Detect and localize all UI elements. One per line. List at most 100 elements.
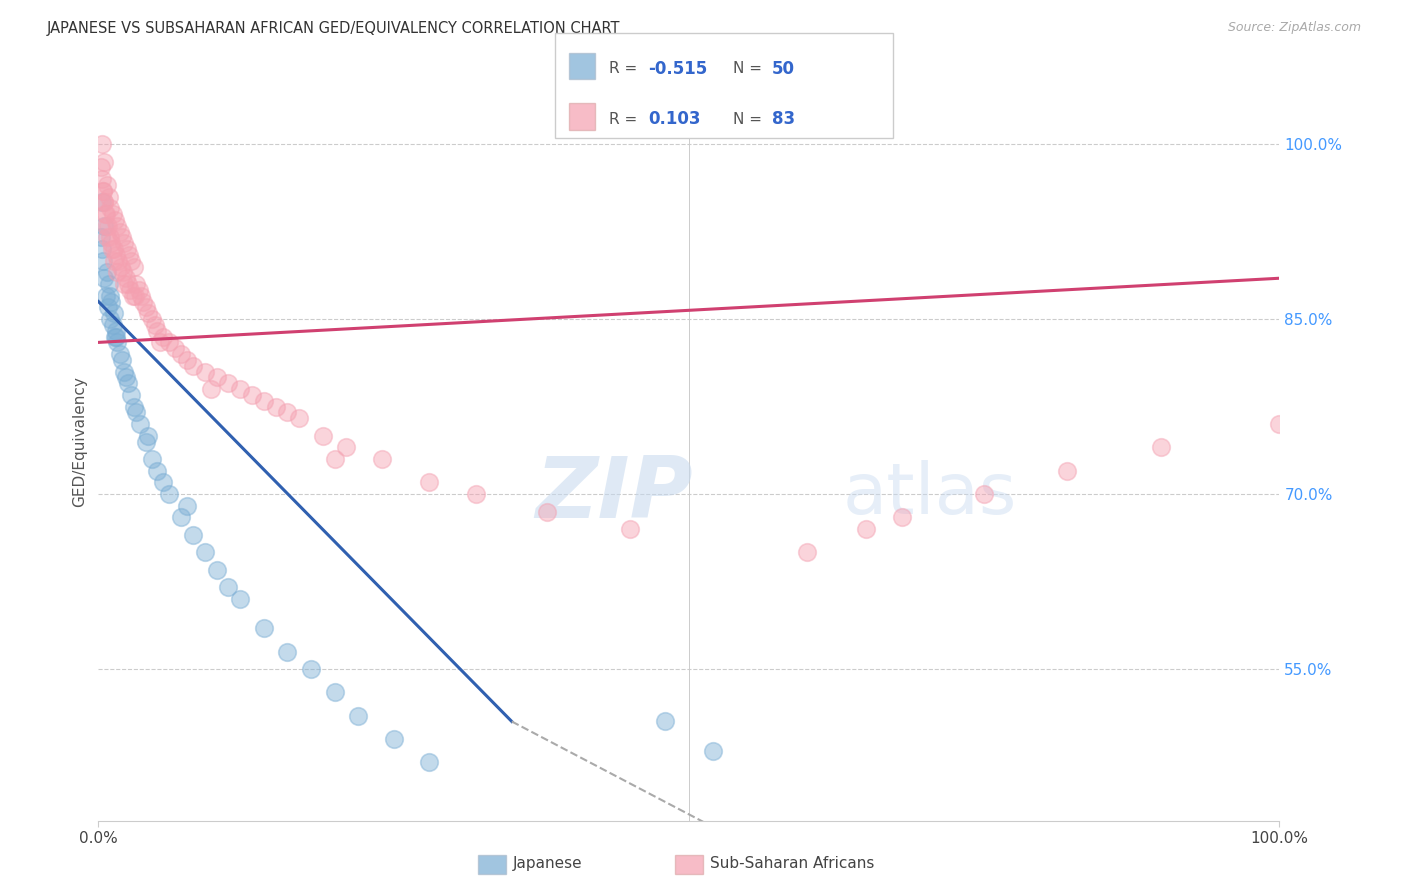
Point bbox=[146, 324, 169, 338]
Point bbox=[96, 178, 118, 192]
Point bbox=[91, 253, 114, 268]
Point bbox=[229, 382, 252, 396]
Text: N =: N = bbox=[733, 112, 766, 127]
Point bbox=[112, 265, 135, 279]
Point bbox=[121, 289, 143, 303]
Point bbox=[152, 329, 174, 343]
Point bbox=[141, 312, 163, 326]
Point bbox=[135, 301, 157, 315]
Point bbox=[170, 347, 193, 361]
Point bbox=[91, 195, 114, 210]
Point bbox=[96, 265, 118, 279]
Point bbox=[165, 341, 187, 355]
Point bbox=[1056, 464, 1078, 478]
Text: 50: 50 bbox=[772, 60, 794, 78]
Point bbox=[104, 213, 127, 227]
Point bbox=[97, 219, 120, 233]
Point bbox=[117, 376, 139, 391]
Point bbox=[855, 522, 877, 536]
Point bbox=[205, 563, 228, 577]
Point bbox=[94, 207, 117, 221]
Point bbox=[111, 230, 134, 244]
Point bbox=[276, 644, 298, 658]
Point bbox=[240, 388, 263, 402]
Point bbox=[382, 731, 405, 746]
Point bbox=[122, 260, 145, 274]
Point bbox=[108, 225, 131, 239]
Point bbox=[299, 662, 322, 676]
Point bbox=[98, 277, 121, 291]
Point bbox=[120, 283, 142, 297]
Point bbox=[194, 365, 217, 379]
Point bbox=[94, 207, 117, 221]
Point bbox=[536, 504, 558, 518]
Point bbox=[94, 219, 117, 233]
Point bbox=[98, 312, 121, 326]
Point bbox=[105, 324, 128, 338]
Y-axis label: GED/Equivalency: GED/Equivalency bbox=[72, 376, 87, 507]
Text: ZIP: ZIP bbox=[536, 452, 693, 535]
Point bbox=[105, 335, 128, 350]
Point bbox=[125, 405, 148, 419]
Point bbox=[112, 236, 135, 251]
Point bbox=[149, 335, 172, 350]
Point bbox=[654, 714, 676, 729]
Point bbox=[105, 248, 128, 262]
Point bbox=[103, 253, 125, 268]
Point bbox=[105, 219, 128, 233]
Point bbox=[141, 452, 163, 467]
Point bbox=[347, 708, 370, 723]
Point bbox=[152, 475, 174, 490]
Point bbox=[135, 434, 157, 449]
Point bbox=[132, 294, 155, 309]
Text: atlas: atlas bbox=[842, 459, 1017, 529]
Point bbox=[118, 248, 141, 262]
Point bbox=[105, 265, 128, 279]
Point bbox=[124, 289, 146, 303]
Point bbox=[111, 352, 134, 367]
Point bbox=[91, 137, 114, 152]
Point bbox=[264, 400, 287, 414]
Point bbox=[101, 207, 124, 221]
Point bbox=[101, 318, 124, 332]
Point bbox=[121, 388, 143, 402]
Point bbox=[157, 335, 180, 350]
Point bbox=[112, 277, 135, 291]
Point bbox=[96, 230, 118, 244]
Point bbox=[117, 277, 139, 291]
Point bbox=[146, 464, 169, 478]
Point bbox=[110, 260, 132, 274]
Point bbox=[323, 452, 346, 467]
Point bbox=[335, 441, 357, 455]
Point bbox=[125, 277, 148, 291]
Text: R =: R = bbox=[609, 112, 643, 127]
Point bbox=[93, 219, 115, 233]
Point bbox=[93, 195, 115, 210]
Point bbox=[93, 271, 115, 285]
Text: Japanese: Japanese bbox=[513, 856, 583, 871]
Point bbox=[98, 230, 121, 244]
Point bbox=[890, 510, 912, 524]
Point bbox=[312, 428, 335, 442]
Point bbox=[128, 283, 150, 297]
Point bbox=[253, 393, 276, 408]
Point bbox=[91, 242, 114, 256]
Point bbox=[1150, 441, 1173, 455]
Text: 0.103: 0.103 bbox=[648, 111, 700, 128]
Point bbox=[103, 242, 125, 256]
Point bbox=[129, 289, 152, 303]
Point bbox=[465, 487, 488, 501]
Point bbox=[98, 289, 121, 303]
Point bbox=[104, 329, 127, 343]
Point bbox=[91, 184, 114, 198]
Point bbox=[200, 382, 222, 396]
Point bbox=[101, 242, 124, 256]
Point bbox=[93, 195, 115, 210]
Point bbox=[157, 487, 180, 501]
Point bbox=[98, 201, 121, 215]
Point bbox=[121, 253, 143, 268]
Point bbox=[94, 289, 117, 303]
Point bbox=[100, 236, 122, 251]
Point bbox=[122, 400, 145, 414]
Point bbox=[112, 365, 135, 379]
